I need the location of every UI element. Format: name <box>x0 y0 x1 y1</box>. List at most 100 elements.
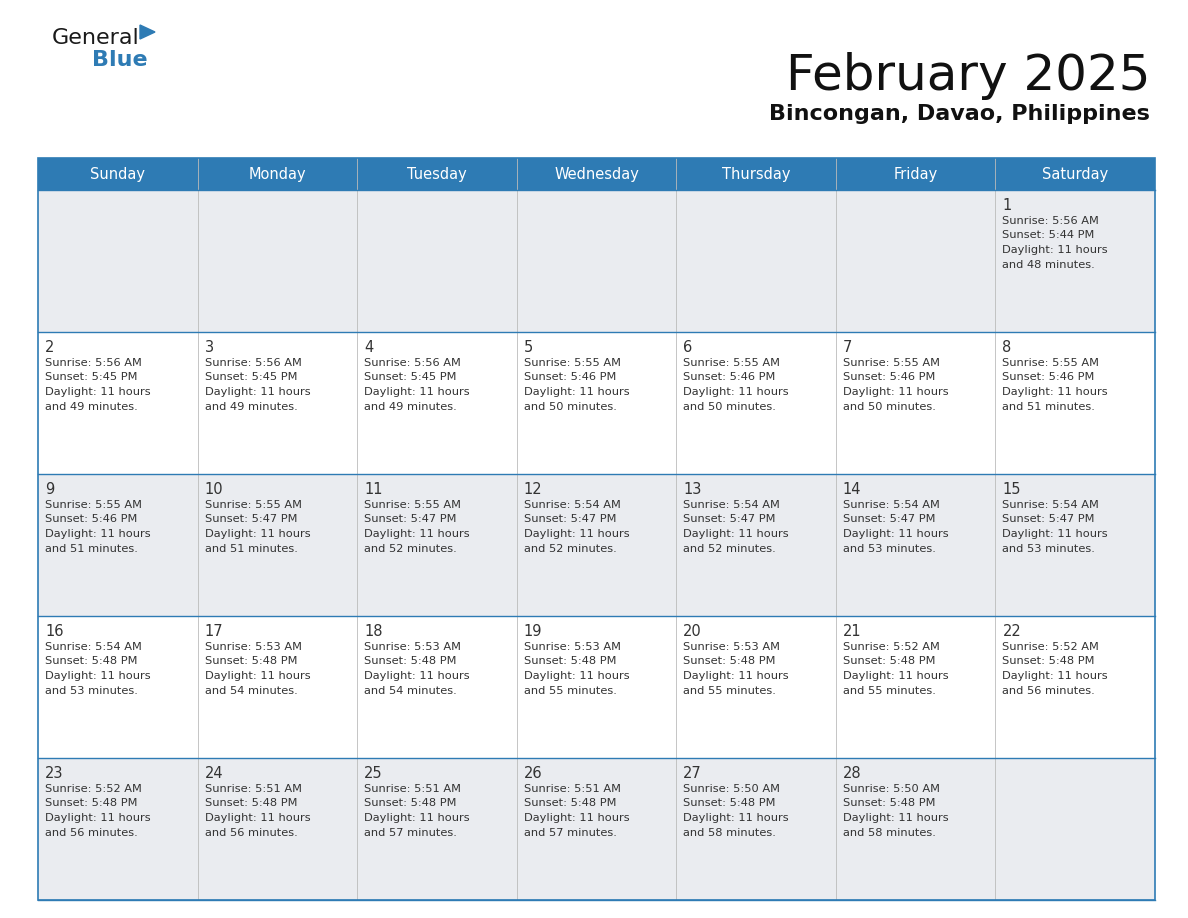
Text: Sunset: 5:46 PM: Sunset: 5:46 PM <box>45 514 138 524</box>
Bar <box>38 616 1155 758</box>
Text: and 55 minutes.: and 55 minutes. <box>683 686 776 696</box>
Text: Daylight: 11 hours: Daylight: 11 hours <box>204 671 310 681</box>
Bar <box>38 474 1155 616</box>
Text: 21: 21 <box>842 624 861 639</box>
Polygon shape <box>140 25 154 39</box>
Text: and 49 minutes.: and 49 minutes. <box>204 401 297 411</box>
Text: Sunset: 5:48 PM: Sunset: 5:48 PM <box>842 799 935 809</box>
Bar <box>38 190 1155 332</box>
Text: Sunrise: 5:53 AM: Sunrise: 5:53 AM <box>204 642 302 652</box>
Text: 4: 4 <box>365 340 373 355</box>
Text: Daylight: 11 hours: Daylight: 11 hours <box>365 671 469 681</box>
Text: Sunset: 5:45 PM: Sunset: 5:45 PM <box>204 373 297 383</box>
Text: 23: 23 <box>45 766 63 781</box>
Text: February 2025: February 2025 <box>785 52 1150 100</box>
Text: 5: 5 <box>524 340 533 355</box>
Text: Sunset: 5:48 PM: Sunset: 5:48 PM <box>683 656 776 666</box>
Text: 10: 10 <box>204 482 223 497</box>
Text: Sunrise: 5:55 AM: Sunrise: 5:55 AM <box>524 358 620 368</box>
Text: and 55 minutes.: and 55 minutes. <box>524 686 617 696</box>
Text: Sunset: 5:48 PM: Sunset: 5:48 PM <box>365 656 456 666</box>
Text: Sunset: 5:48 PM: Sunset: 5:48 PM <box>524 656 617 666</box>
Text: Daylight: 11 hours: Daylight: 11 hours <box>365 387 469 397</box>
Text: 14: 14 <box>842 482 861 497</box>
Text: and 55 minutes.: and 55 minutes. <box>842 686 936 696</box>
Text: Monday: Monday <box>248 166 307 182</box>
Text: Daylight: 11 hours: Daylight: 11 hours <box>45 529 151 539</box>
Text: Sunset: 5:48 PM: Sunset: 5:48 PM <box>204 799 297 809</box>
Text: Sunset: 5:48 PM: Sunset: 5:48 PM <box>365 799 456 809</box>
Text: Sunrise: 5:53 AM: Sunrise: 5:53 AM <box>683 642 781 652</box>
Text: Sunrise: 5:54 AM: Sunrise: 5:54 AM <box>842 500 940 510</box>
Text: and 53 minutes.: and 53 minutes. <box>842 543 936 554</box>
Text: and 57 minutes.: and 57 minutes. <box>365 827 457 837</box>
Text: Daylight: 11 hours: Daylight: 11 hours <box>842 387 948 397</box>
Text: Sunset: 5:48 PM: Sunset: 5:48 PM <box>524 799 617 809</box>
Text: Daylight: 11 hours: Daylight: 11 hours <box>842 671 948 681</box>
Text: Daylight: 11 hours: Daylight: 11 hours <box>204 529 310 539</box>
Text: Daylight: 11 hours: Daylight: 11 hours <box>1003 245 1108 255</box>
Text: 27: 27 <box>683 766 702 781</box>
Text: Sunrise: 5:53 AM: Sunrise: 5:53 AM <box>365 642 461 652</box>
Text: Daylight: 11 hours: Daylight: 11 hours <box>683 813 789 823</box>
Text: Sunset: 5:48 PM: Sunset: 5:48 PM <box>1003 656 1095 666</box>
Text: Sunrise: 5:53 AM: Sunrise: 5:53 AM <box>524 642 620 652</box>
Text: Sunset: 5:47 PM: Sunset: 5:47 PM <box>683 514 776 524</box>
Text: Sunday: Sunday <box>90 166 145 182</box>
Text: Sunrise: 5:51 AM: Sunrise: 5:51 AM <box>365 784 461 794</box>
Text: 20: 20 <box>683 624 702 639</box>
Text: Wednesday: Wednesday <box>554 166 639 182</box>
Text: Daylight: 11 hours: Daylight: 11 hours <box>524 529 630 539</box>
Text: Sunrise: 5:56 AM: Sunrise: 5:56 AM <box>1003 216 1099 226</box>
Text: Daylight: 11 hours: Daylight: 11 hours <box>683 529 789 539</box>
Text: Sunrise: 5:56 AM: Sunrise: 5:56 AM <box>365 358 461 368</box>
Text: Sunrise: 5:56 AM: Sunrise: 5:56 AM <box>45 358 141 368</box>
Text: Sunrise: 5:54 AM: Sunrise: 5:54 AM <box>45 642 141 652</box>
Text: Sunrise: 5:52 AM: Sunrise: 5:52 AM <box>1003 642 1099 652</box>
Text: and 51 minutes.: and 51 minutes. <box>45 543 138 554</box>
Text: and 56 minutes.: and 56 minutes. <box>45 827 138 837</box>
Text: Sunrise: 5:50 AM: Sunrise: 5:50 AM <box>842 784 940 794</box>
Text: and 52 minutes.: and 52 minutes. <box>683 543 776 554</box>
Text: Sunrise: 5:50 AM: Sunrise: 5:50 AM <box>683 784 781 794</box>
Text: Sunset: 5:47 PM: Sunset: 5:47 PM <box>842 514 935 524</box>
Bar <box>38 332 1155 474</box>
Text: 17: 17 <box>204 624 223 639</box>
Text: Daylight: 11 hours: Daylight: 11 hours <box>45 813 151 823</box>
Text: Sunset: 5:47 PM: Sunset: 5:47 PM <box>204 514 297 524</box>
Text: Daylight: 11 hours: Daylight: 11 hours <box>842 813 948 823</box>
Text: 19: 19 <box>524 624 542 639</box>
Text: Daylight: 11 hours: Daylight: 11 hours <box>365 529 469 539</box>
Text: Daylight: 11 hours: Daylight: 11 hours <box>1003 671 1108 681</box>
Text: Sunset: 5:47 PM: Sunset: 5:47 PM <box>365 514 456 524</box>
Text: 6: 6 <box>683 340 693 355</box>
Text: 24: 24 <box>204 766 223 781</box>
Text: Sunrise: 5:54 AM: Sunrise: 5:54 AM <box>1003 500 1099 510</box>
Text: Sunrise: 5:55 AM: Sunrise: 5:55 AM <box>365 500 461 510</box>
Text: Daylight: 11 hours: Daylight: 11 hours <box>45 387 151 397</box>
Text: Sunset: 5:47 PM: Sunset: 5:47 PM <box>1003 514 1095 524</box>
Text: 16: 16 <box>45 624 63 639</box>
Text: Sunrise: 5:55 AM: Sunrise: 5:55 AM <box>842 358 940 368</box>
Text: and 49 minutes.: and 49 minutes. <box>45 401 138 411</box>
Text: and 56 minutes.: and 56 minutes. <box>204 827 297 837</box>
Text: 2: 2 <box>45 340 55 355</box>
Text: Sunrise: 5:55 AM: Sunrise: 5:55 AM <box>204 500 302 510</box>
Text: Sunrise: 5:55 AM: Sunrise: 5:55 AM <box>45 500 143 510</box>
Text: Sunrise: 5:52 AM: Sunrise: 5:52 AM <box>842 642 940 652</box>
Text: Daylight: 11 hours: Daylight: 11 hours <box>524 671 630 681</box>
Text: Sunrise: 5:51 AM: Sunrise: 5:51 AM <box>524 784 620 794</box>
Text: Bincongan, Davao, Philippines: Bincongan, Davao, Philippines <box>769 104 1150 124</box>
Text: Daylight: 11 hours: Daylight: 11 hours <box>683 671 789 681</box>
Text: 3: 3 <box>204 340 214 355</box>
Text: Daylight: 11 hours: Daylight: 11 hours <box>842 529 948 539</box>
Text: Daylight: 11 hours: Daylight: 11 hours <box>683 387 789 397</box>
Text: and 49 minutes.: and 49 minutes. <box>365 401 457 411</box>
Text: Sunset: 5:46 PM: Sunset: 5:46 PM <box>842 373 935 383</box>
Text: 18: 18 <box>365 624 383 639</box>
Text: Sunset: 5:44 PM: Sunset: 5:44 PM <box>1003 230 1095 241</box>
Text: Sunset: 5:45 PM: Sunset: 5:45 PM <box>365 373 456 383</box>
Text: and 50 minutes.: and 50 minutes. <box>524 401 617 411</box>
Text: and 48 minutes.: and 48 minutes. <box>1003 260 1095 270</box>
Text: 11: 11 <box>365 482 383 497</box>
